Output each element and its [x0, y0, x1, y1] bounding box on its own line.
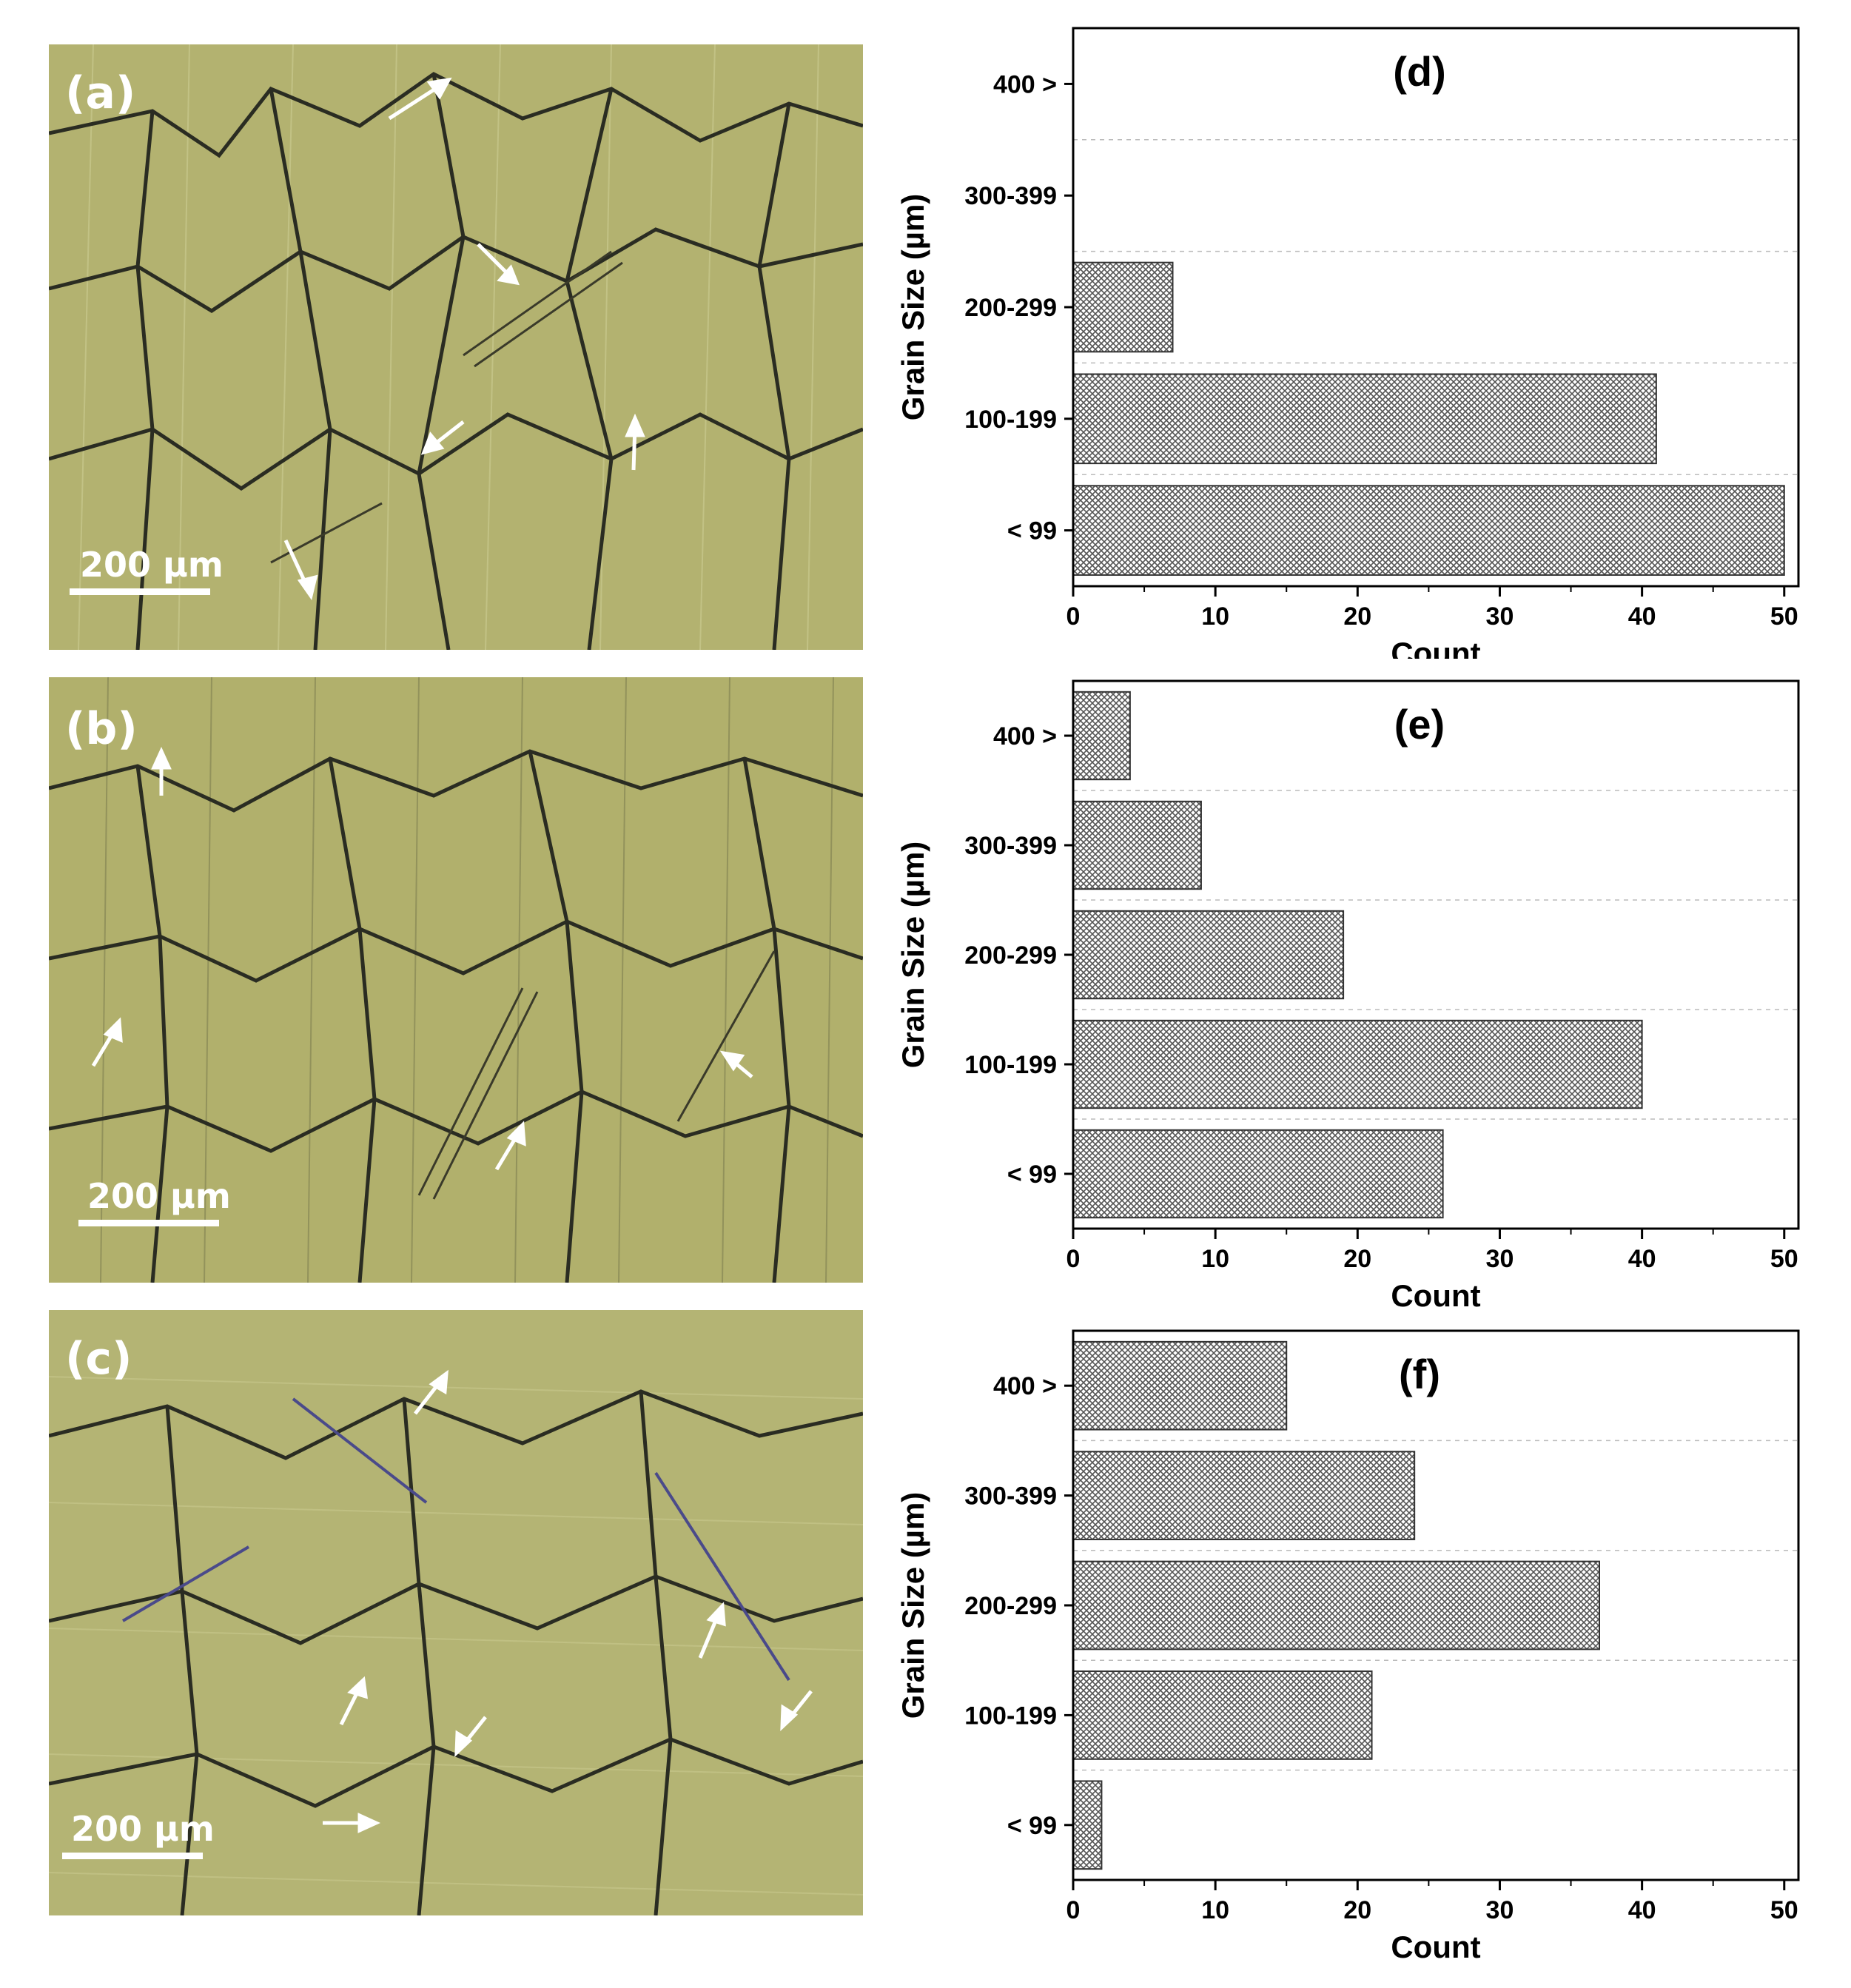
- chart-f: < 99 100-199 200-299 300-399 400 > 0 10 20 30 40 5…: [888, 1317, 1851, 1988]
- x-tick-label: 0: [1066, 1896, 1081, 1924]
- x-tick-label: 0: [1066, 602, 1081, 631]
- bar-100199: [1072, 1019, 1643, 1109]
- bar-100199: [1072, 1670, 1373, 1760]
- x-tick-label: 10: [1201, 602, 1229, 631]
- scale-bar-label-c: 200 µm: [71, 1809, 215, 1849]
- chart-d: < 99 100-199 200-299 300-399 400 > 0 10 20 30 40 5…: [888, 0, 1851, 659]
- x-tick-label: 40: [1628, 1245, 1656, 1273]
- y-tick-label: 100-199: [964, 1702, 1057, 1730]
- x-tick-label: 40: [1628, 602, 1656, 631]
- y-axis-title: Grain Size (µm): [896, 194, 930, 421]
- scale-bar-b: [78, 1220, 219, 1226]
- panel-label-b: (b): [65, 703, 138, 755]
- micrograph-a: (a) 200 µm: [49, 44, 863, 650]
- x-tick-label: 50: [1770, 1896, 1798, 1924]
- bar-400: [1072, 691, 1131, 781]
- chart-d-svg: < 99 100-199 200-299 300-399 400 > 0 10 20 30 40 5…: [896, 27, 1800, 659]
- y-tick-label: < 99: [1007, 1161, 1057, 1189]
- panel-label: (e): [1394, 701, 1445, 748]
- x-tick-label: 30: [1486, 1245, 1514, 1273]
- y-tick-label: 400 >: [993, 722, 1057, 750]
- scale-bar-a: [70, 588, 210, 595]
- micrograph-c-image: [49, 1310, 863, 1915]
- bar-99: [1072, 1780, 1103, 1870]
- y-tick-label: 300-399: [964, 1482, 1057, 1511]
- x-axis-title: Count: [1391, 1278, 1480, 1313]
- bar-200299: [1072, 261, 1174, 353]
- panel-label-a: (a): [65, 67, 136, 119]
- y-tick-label: 300-399: [964, 832, 1057, 860]
- x-tick-label: 10: [1201, 1245, 1229, 1273]
- plot-frame: [1072, 27, 1800, 588]
- plot-frame: [1072, 679, 1800, 1230]
- x-tick-label: 30: [1486, 1896, 1514, 1924]
- y-tick-label: 400 >: [993, 70, 1057, 98]
- scale-bar-label-b: 200 µm: [87, 1176, 231, 1216]
- micrograph-c: (c) 200 µm: [49, 1310, 863, 1915]
- bar-99: [1072, 485, 1785, 576]
- bar-200299: [1072, 1560, 1600, 1650]
- bar-300399: [1072, 800, 1202, 890]
- y-tick-label: 200-299: [964, 941, 1057, 970]
- chart-e-svg: < 99 100-199 200-299 300-399 400 > 0 10 20 30 40 5…: [896, 679, 1800, 1313]
- panel-label: (d): [1393, 48, 1446, 95]
- x-tick-label: 50: [1770, 602, 1798, 631]
- x-tick-label: 20: [1343, 602, 1371, 631]
- bar-200299: [1072, 910, 1345, 1000]
- x-axis-title: Count: [1391, 1930, 1480, 1964]
- micrograph-b: (b) 200 µm: [49, 677, 863, 1283]
- bar-100199: [1072, 373, 1657, 465]
- chart-f-svg: < 99 100-199 200-299 300-399 400 > 0 10 20 30 40 5…: [896, 1329, 1800, 1964]
- x-tick-label: 20: [1343, 1245, 1371, 1273]
- x-tick-label: 50: [1770, 1245, 1798, 1273]
- y-tick-label: 100-199: [964, 406, 1057, 434]
- y-tick-label: 200-299: [964, 294, 1057, 322]
- x-tick-label: 20: [1343, 1896, 1371, 1924]
- scale-bar-label-a: 200 µm: [80, 545, 224, 585]
- micrograph-a-image: [49, 44, 863, 650]
- bar-99: [1072, 1129, 1444, 1219]
- micrograph-b-image: [49, 677, 863, 1283]
- y-tick-label: 200-299: [964, 1592, 1057, 1620]
- bar-400: [1072, 1340, 1288, 1431]
- plot-frame: [1072, 1329, 1800, 1881]
- y-tick-label: 300-399: [964, 182, 1057, 210]
- chart-e: < 99 100-199 200-299 300-399 400 > 0 10 20 30 40 5…: [888, 659, 1851, 1317]
- y-axis-title: Grain Size (µm): [896, 1492, 930, 1719]
- y-tick-label: < 99: [1007, 517, 1057, 545]
- bar-300399: [1072, 1451, 1416, 1540]
- y-tick-label: 100-199: [964, 1051, 1057, 1079]
- x-axis-title: Count: [1391, 636, 1480, 659]
- x-tick-label: 30: [1486, 602, 1514, 631]
- y-tick-label: < 99: [1007, 1812, 1057, 1840]
- panel-label-c: (c): [65, 1333, 132, 1385]
- scale-bar-c: [62, 1853, 203, 1859]
- x-tick-label: 10: [1201, 1896, 1229, 1924]
- y-tick-label: 400 >: [993, 1372, 1057, 1400]
- panel-label: (f): [1399, 1351, 1440, 1397]
- x-tick-label: 40: [1628, 1896, 1656, 1924]
- y-axis-title: Grain Size (µm): [896, 842, 930, 1069]
- x-tick-label: 0: [1066, 1245, 1081, 1273]
